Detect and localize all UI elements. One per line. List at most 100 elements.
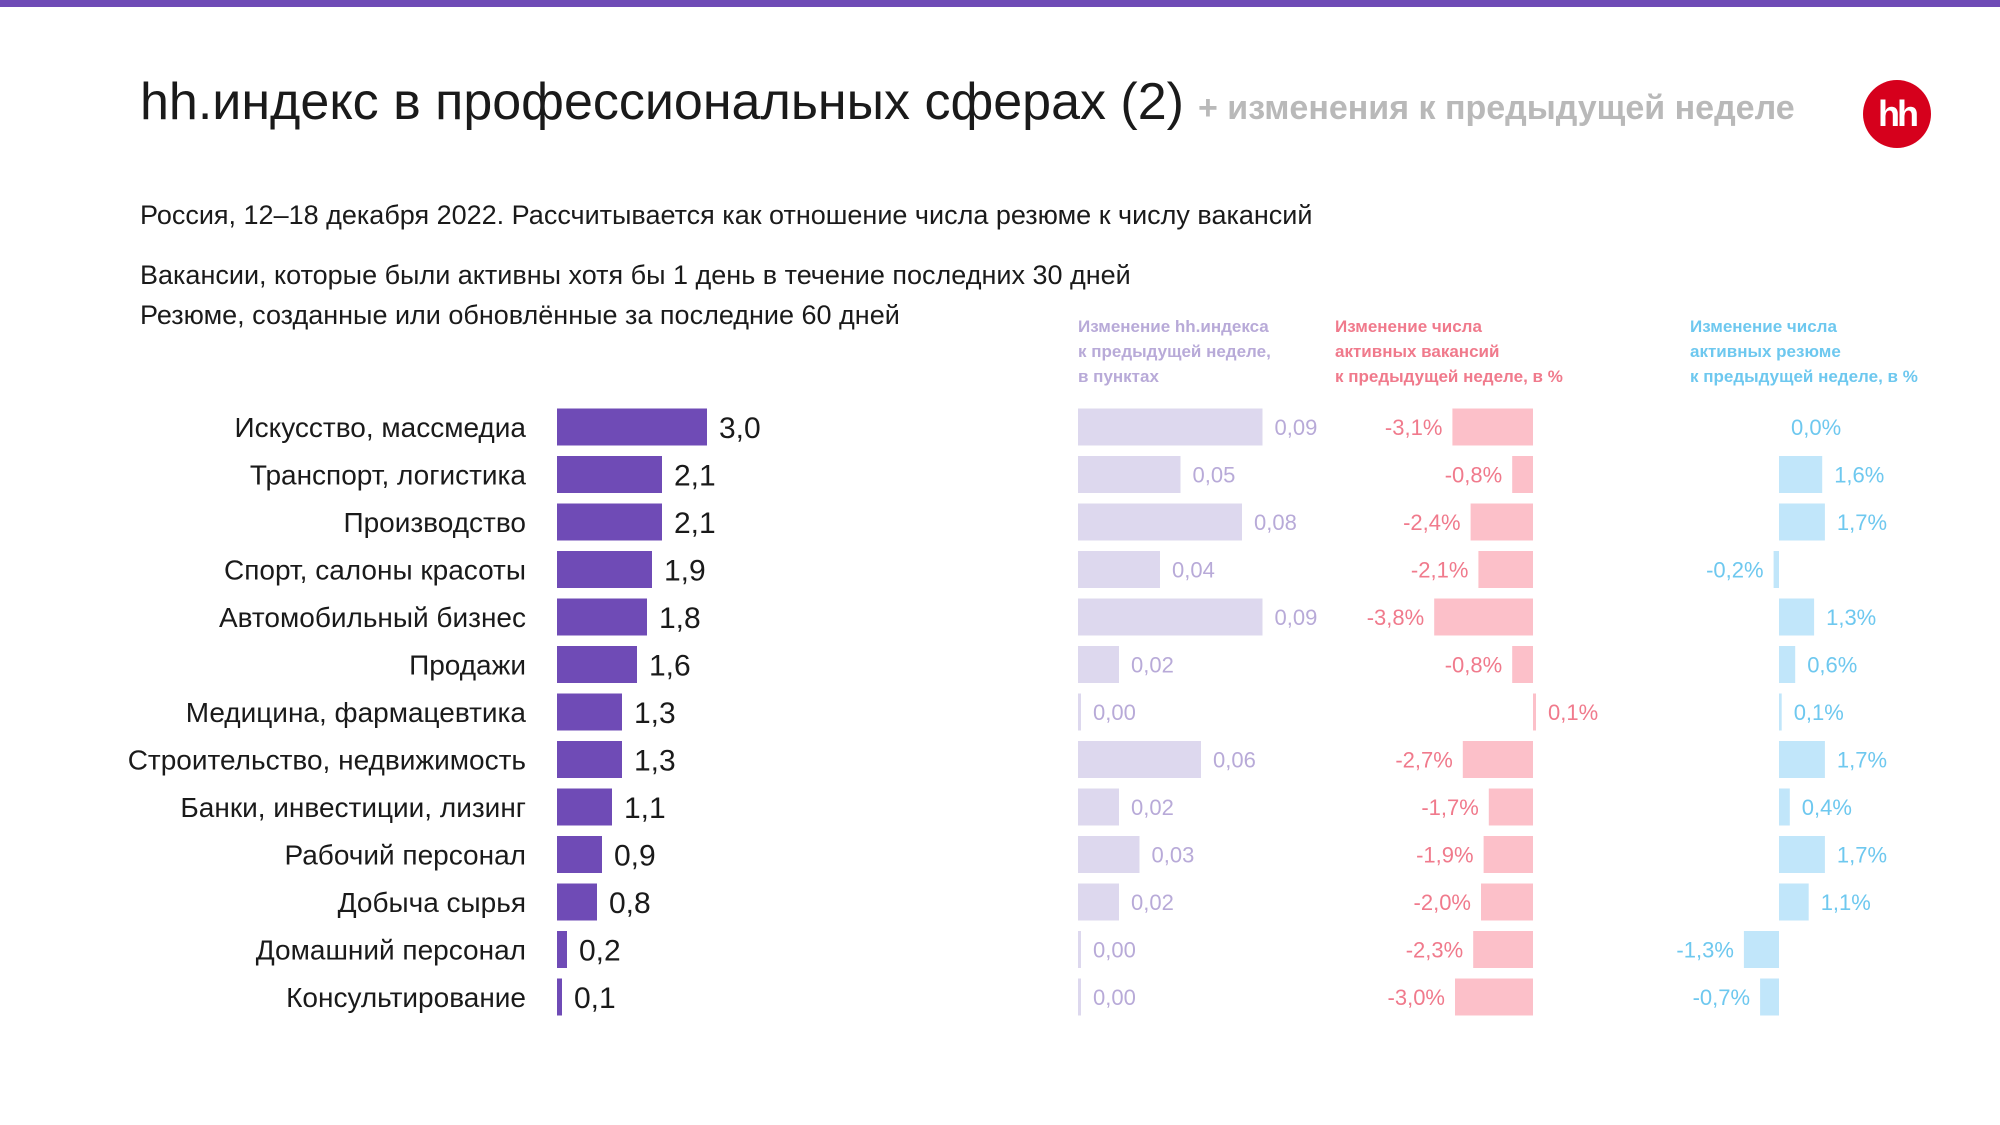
vacancies-change-bar (1533, 693, 1536, 731)
vacancies-change-label: -3,0% (1388, 985, 1445, 1010)
index-bar-label: 0,1 (574, 982, 616, 1015)
index-bar-label: 1,1 (624, 792, 666, 825)
vacancies-change-label: -0,8% (1445, 653, 1502, 678)
index-bar (557, 883, 597, 921)
resumes-change-label: 1,7% (1837, 748, 1887, 773)
category-label: Транспорт, логистика (250, 460, 527, 491)
index-change-label: 0,03 (1152, 843, 1195, 868)
index-bar (557, 931, 567, 968)
index-bar-label: 1,9 (664, 555, 706, 588)
vacancies-change-bar (1434, 598, 1533, 636)
description-line-3: Резюме, созданные или обновлённые за пос… (140, 300, 900, 330)
index-change-label: 0,02 (1131, 890, 1174, 915)
column-header-vacancies-change: Изменение числа активных вакансий к пред… (1335, 317, 1563, 386)
vacancies-change-bar (1512, 456, 1533, 493)
index-change-bar (1078, 788, 1119, 826)
vacancies-change-bar (1512, 646, 1533, 683)
vacancies-change-label: 0,1% (1548, 700, 1598, 725)
resumes-change-bar (1779, 788, 1790, 826)
vacancies-change-label: -3,1% (1385, 415, 1442, 440)
resumes-change-label: -0,2% (1706, 558, 1763, 583)
index-change-bar (1078, 693, 1081, 731)
category-label: Спорт, салоны красоты (224, 555, 526, 586)
resumes-change-bar (1779, 503, 1825, 541)
index-change-bar (1078, 598, 1263, 636)
category-label: Домашний персонал (256, 935, 526, 966)
resumes-change-label: 0,6% (1807, 653, 1857, 678)
index-change-label: 0,02 (1131, 795, 1174, 820)
index-bar (557, 503, 662, 541)
resumes-change-bar (1760, 978, 1779, 1016)
category-label: Консультирование (286, 982, 526, 1013)
index-bar-label: 3,0 (719, 412, 761, 445)
index-change-label: 0,02 (1131, 653, 1174, 678)
index-bar-label: 0,8 (609, 887, 651, 920)
hh-logo: hh (1863, 80, 1931, 148)
vacancies-change-bar (1470, 503, 1533, 541)
vacancies-change-label: -1,7% (1421, 795, 1478, 820)
index-change-bar (1078, 408, 1263, 446)
description-line-2: Вакансии, которые были активны хотя бы 1… (140, 260, 1131, 290)
index-bar-label: 1,3 (634, 745, 676, 778)
index-bar (557, 408, 707, 446)
index-change-bar (1078, 836, 1140, 873)
column-header-resumes-change: Изменение числа активных резюме к предыд… (1690, 317, 1918, 386)
category-label: Банки, инвестиции, лизинг (180, 792, 526, 823)
index-change-label: 0,00 (1093, 938, 1136, 963)
vacancies-change-bar (1473, 931, 1533, 968)
resumes-change-bar (1779, 836, 1825, 873)
vacancies-change-label: -2,1% (1411, 558, 1468, 583)
resumes-change-bar (1779, 883, 1809, 921)
vacancies-change-label: -2,3% (1406, 938, 1463, 963)
resumes-change-label: 0,0% (1791, 415, 1841, 440)
resumes-change-bar (1779, 741, 1825, 778)
index-change-label: 0,08 (1254, 510, 1297, 535)
index-bar (557, 836, 602, 873)
vacancies-change-bar (1488, 788, 1533, 826)
vacancies-change-bar (1483, 836, 1533, 873)
vacancies-change-bar (1455, 978, 1533, 1016)
resumes-change-bar (1773, 551, 1779, 588)
vacancies-change-bar (1481, 883, 1533, 921)
resumes-change-bar (1779, 693, 1782, 731)
index-bar (557, 456, 662, 493)
category-label: Автомобильный бизнес (219, 602, 526, 633)
index-change-bar (1078, 503, 1242, 541)
index-change-bar (1078, 741, 1201, 778)
title-subtitle: + изменения к предыдущей неделе (1198, 89, 1795, 127)
resumes-change-label: 1,7% (1837, 843, 1887, 868)
index-change-bar (1078, 551, 1160, 588)
index-bar-label: 1,3 (634, 697, 676, 730)
resumes-change-label: 1,6% (1834, 463, 1884, 488)
index-bar-label: 1,8 (659, 602, 701, 635)
index-change-bar (1078, 931, 1081, 968)
index-bar (557, 693, 622, 731)
index-bar-label: 2,1 (674, 507, 716, 540)
index-change-label: 0,06 (1213, 748, 1256, 773)
column-header-index-change: Изменение hh.индекса к предыдущей неделе… (1078, 317, 1271, 386)
resumes-change-label: 0,1% (1794, 700, 1844, 725)
resumes-change-label: -0,7% (1693, 985, 1750, 1010)
index-bar (557, 551, 652, 588)
resumes-change-label: 1,3% (1826, 605, 1876, 630)
vacancies-change-bar (1452, 408, 1533, 446)
index-change-bar (1078, 456, 1181, 493)
category-label: Продажи (409, 650, 526, 681)
resumes-change-label: 1,7% (1837, 510, 1887, 535)
index-change-label: 0,09 (1275, 605, 1318, 630)
vacancies-change-label: -0,8% (1445, 463, 1502, 488)
page-title: hh.индекс в профессиональных сферах (2) +… (140, 72, 1795, 132)
index-change-label: 0,00 (1093, 985, 1136, 1010)
vacancies-change-label: -1,9% (1416, 843, 1473, 868)
vacancies-change-label: -2,0% (1414, 890, 1471, 915)
category-label: Искусство, массмедиа (235, 412, 527, 443)
index-bar-label: 0,2 (579, 935, 621, 968)
category-label: Производство (343, 507, 526, 538)
index-change-label: 0,00 (1093, 700, 1136, 725)
index-change-bar (1078, 883, 1119, 921)
index-bar (557, 646, 637, 683)
vacancies-change-bar (1478, 551, 1533, 588)
resumes-change-label: -1,3% (1676, 938, 1733, 963)
index-bar-label: 1,6 (649, 650, 691, 683)
resumes-change-label: 0,4% (1802, 795, 1852, 820)
